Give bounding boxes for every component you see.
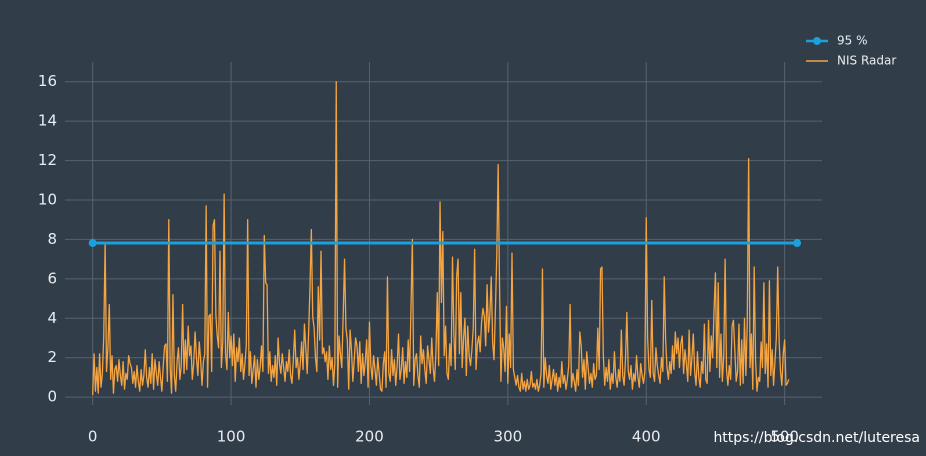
legend-marker — [813, 37, 821, 45]
series-marker — [88, 239, 97, 248]
x-tick-label: 400 — [632, 428, 661, 446]
grid: 0 2 4 6 8 10 12 14 16 0 100 200 300 400 500 — [38, 62, 822, 446]
y-tick-label: 8 — [47, 230, 57, 248]
legend-label: NIS Radar — [837, 54, 896, 68]
x-tick-label: 300 — [494, 428, 523, 446]
plot — [88, 81, 802, 396]
y-tick-label: 14 — [38, 112, 57, 130]
watermark: https://blog.csdn.net/luteresa — [713, 430, 920, 446]
series-line — [92, 81, 790, 396]
y-tick-label: 6 — [47, 269, 57, 287]
y-tick-label: 12 — [38, 151, 57, 169]
y-tick-label: 4 — [47, 309, 57, 327]
x-tick-label: 100 — [217, 428, 246, 446]
y-tick-label: 0 — [47, 388, 57, 406]
y-tick-label: 16 — [38, 72, 57, 90]
legend: 95 % NIS Radar — [806, 34, 896, 68]
legend-label: 95 % — [837, 34, 868, 48]
series-marker — [793, 239, 802, 248]
x-tick-label: 0 — [88, 428, 98, 446]
y-tick-label: 10 — [38, 190, 57, 208]
y-tick-label: 2 — [47, 348, 57, 366]
x-tick-label: 500 — [770, 428, 799, 446]
x-tick-label: 200 — [355, 428, 384, 446]
